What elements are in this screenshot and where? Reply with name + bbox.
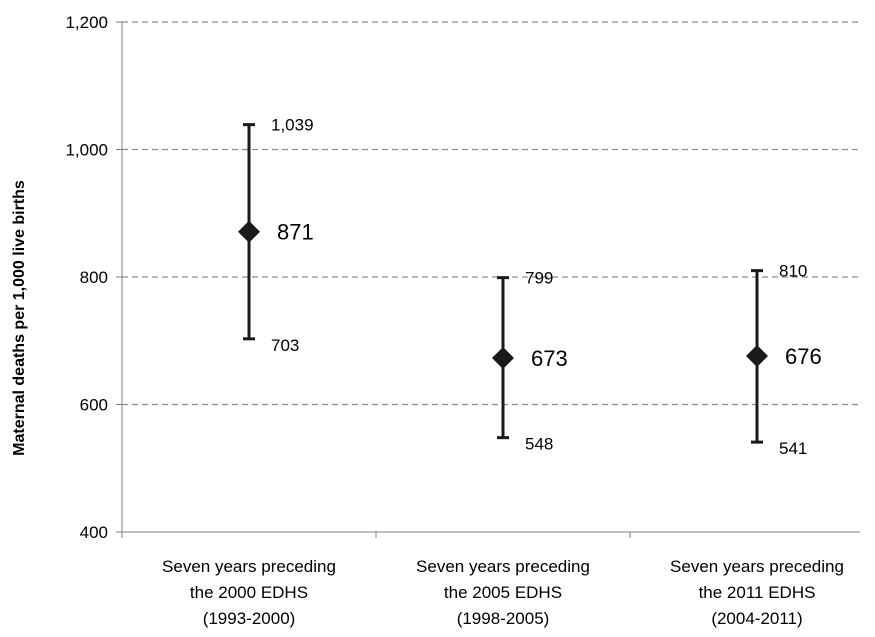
lower-ci-label: 548	[525, 435, 553, 454]
x-category-label: Seven years preceding the 2000 EDHS (1993-…	[162, 557, 336, 628]
x-category-label-line: the 2011 EDHS	[699, 583, 816, 602]
estimate-label: 676	[785, 344, 822, 369]
y-tick-label: 600	[80, 396, 108, 415]
estimate-marker	[238, 220, 260, 243]
y-tick-label: 1,200	[65, 13, 108, 32]
upper-ci-label: 799	[525, 269, 553, 288]
lower-ci-label: 541	[779, 439, 807, 458]
y-tick-label: 1,000	[65, 141, 108, 160]
estimate-label: 673	[531, 346, 568, 371]
x-category-label-line: Seven years preceding	[162, 557, 336, 576]
x-category-label-line: the 2005 EDHS	[444, 583, 562, 602]
estimate-marker	[492, 346, 514, 369]
y-tick-label: 800	[80, 268, 108, 287]
estimate-marker	[746, 345, 768, 368]
x-category-label-line: (2004-2011)	[711, 609, 802, 628]
data-marks	[238, 123, 768, 444]
lower-ci-label: 703	[271, 336, 299, 355]
x-category-label-line: (1998-2005)	[457, 609, 550, 628]
x-category-label-line: (1993-2000)	[203, 609, 296, 628]
y-axis-title: Maternal deaths per 1,000 live births	[11, 180, 28, 456]
estimate-label: 871	[277, 220, 314, 245]
axes	[116, 21, 860, 538]
x-category-label: Seven years preceding the 2011 EDHS (2004-…	[670, 557, 844, 628]
upper-ci-label: 810	[779, 262, 807, 281]
x-category-label: Seven years preceding the 2005 EDHS (1998-…	[416, 557, 590, 628]
x-category-label-line: the 2000 EDHS	[190, 583, 308, 602]
x-category-label-line: Seven years preceding	[670, 557, 844, 576]
y-tick-label: 400	[80, 523, 108, 542]
x-category-label-line: Seven years preceding	[416, 557, 590, 576]
gridlines	[122, 21, 860, 406]
labels: 400 600 800 1,000 1,200 Seven years preceding…	[65, 13, 843, 628]
upper-ci-label: 1,039	[271, 116, 314, 135]
